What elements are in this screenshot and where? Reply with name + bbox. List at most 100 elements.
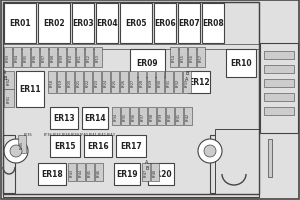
Bar <box>3 135 15 193</box>
Text: EF16: EF16 <box>190 54 194 62</box>
Text: EF15: EF15 <box>181 54 185 62</box>
Text: EF42: EF42 <box>98 132 106 136</box>
Text: EF09: EF09 <box>60 54 64 62</box>
Bar <box>147 72 155 94</box>
Text: EF17: EF17 <box>199 54 203 62</box>
Text: EF01: EF01 <box>7 95 11 102</box>
Bar <box>166 107 174 125</box>
Text: EF42: EF42 <box>186 112 190 120</box>
Bar <box>114 163 140 185</box>
Bar <box>102 72 110 94</box>
Text: EF43: EF43 <box>70 168 74 176</box>
Bar <box>86 163 94 181</box>
Text: ER03: ER03 <box>72 19 94 28</box>
Text: ER08: ER08 <box>202 19 224 28</box>
Text: EF04: EF04 <box>15 54 19 62</box>
Bar <box>112 107 120 125</box>
Bar <box>57 72 65 94</box>
Bar <box>264 107 294 115</box>
Text: ER18: ER18 <box>41 170 63 179</box>
Bar <box>94 48 102 68</box>
Text: EF38: EF38 <box>61 132 70 136</box>
Text: EF05: EF05 <box>24 54 28 62</box>
Bar <box>85 48 93 68</box>
Bar <box>215 129 259 194</box>
Text: EF37: EF37 <box>141 112 145 120</box>
Bar <box>40 48 48 68</box>
Bar <box>66 72 74 94</box>
Bar <box>188 72 210 94</box>
Bar <box>151 163 159 181</box>
Bar <box>264 52 294 60</box>
Text: EF03: EF03 <box>6 54 10 62</box>
Text: EF38: EF38 <box>150 112 154 120</box>
Text: B: B <box>3 76 6 81</box>
Text: EF30: EF30 <box>158 79 162 87</box>
Text: ER05: ER05 <box>125 19 147 28</box>
Bar <box>157 107 165 125</box>
Bar <box>4 90 14 107</box>
Bar <box>4 4 36 44</box>
Text: ER16: ER16 <box>87 142 109 151</box>
Text: ER15: ER15 <box>54 142 76 151</box>
Text: ER09: ER09 <box>137 59 158 68</box>
Text: EF31: EF31 <box>167 79 171 87</box>
Bar <box>175 107 183 125</box>
Bar <box>22 48 30 68</box>
Bar <box>116 135 146 157</box>
Circle shape <box>204 145 216 157</box>
Bar <box>210 135 258 193</box>
Bar <box>148 163 174 185</box>
Bar <box>75 72 83 94</box>
Text: ER20: ER20 <box>150 170 172 179</box>
Bar <box>184 107 192 125</box>
Text: EF29: EF29 <box>149 79 153 87</box>
Text: EF40: EF40 <box>168 112 172 120</box>
Text: EF45: EF45 <box>88 168 92 176</box>
Text: A: A <box>185 77 188 82</box>
Bar <box>38 4 70 44</box>
Bar <box>3 3 259 194</box>
Bar <box>50 107 78 129</box>
Bar <box>77 163 85 181</box>
Bar <box>129 72 137 94</box>
Bar <box>18 135 26 153</box>
Text: EF28: EF28 <box>140 79 144 87</box>
Bar <box>68 163 76 181</box>
Bar <box>120 4 152 44</box>
Text: EF32: EF32 <box>176 79 180 87</box>
Text: EF43: EF43 <box>106 132 116 136</box>
Text: EF33: EF33 <box>185 79 189 87</box>
Bar <box>111 72 119 94</box>
Text: EF27: EF27 <box>131 79 135 87</box>
Text: B: B <box>145 165 148 170</box>
Text: EF44: EF44 <box>79 168 83 176</box>
Bar <box>96 4 118 44</box>
Text: EF26: EF26 <box>122 79 126 87</box>
Bar <box>165 72 173 94</box>
Bar <box>264 80 294 88</box>
Text: ER02: ER02 <box>43 19 65 28</box>
Bar <box>67 48 75 68</box>
Bar <box>58 48 66 68</box>
Text: ER17: ER17 <box>120 142 142 151</box>
Bar <box>139 107 147 125</box>
Text: ER06: ER06 <box>154 19 176 28</box>
Text: ER12: ER12 <box>188 78 210 87</box>
Text: ER01: ER01 <box>9 19 31 28</box>
Text: EF35: EF35 <box>123 112 127 120</box>
Bar <box>4 72 14 90</box>
Text: ER14: ER14 <box>84 114 106 123</box>
Text: EF36: EF36 <box>132 112 136 120</box>
Text: EF41: EF41 <box>177 112 181 120</box>
Circle shape <box>10 145 22 157</box>
Text: EF25: EF25 <box>113 79 117 87</box>
Bar <box>142 163 150 181</box>
Text: EF08: EF08 <box>51 54 55 62</box>
Bar <box>76 48 84 68</box>
Bar <box>4 48 12 68</box>
Text: EF21: EF21 <box>77 79 81 87</box>
Text: EF46: EF46 <box>97 168 101 176</box>
Text: EF35: EF35 <box>24 132 32 136</box>
Bar <box>268 139 272 177</box>
